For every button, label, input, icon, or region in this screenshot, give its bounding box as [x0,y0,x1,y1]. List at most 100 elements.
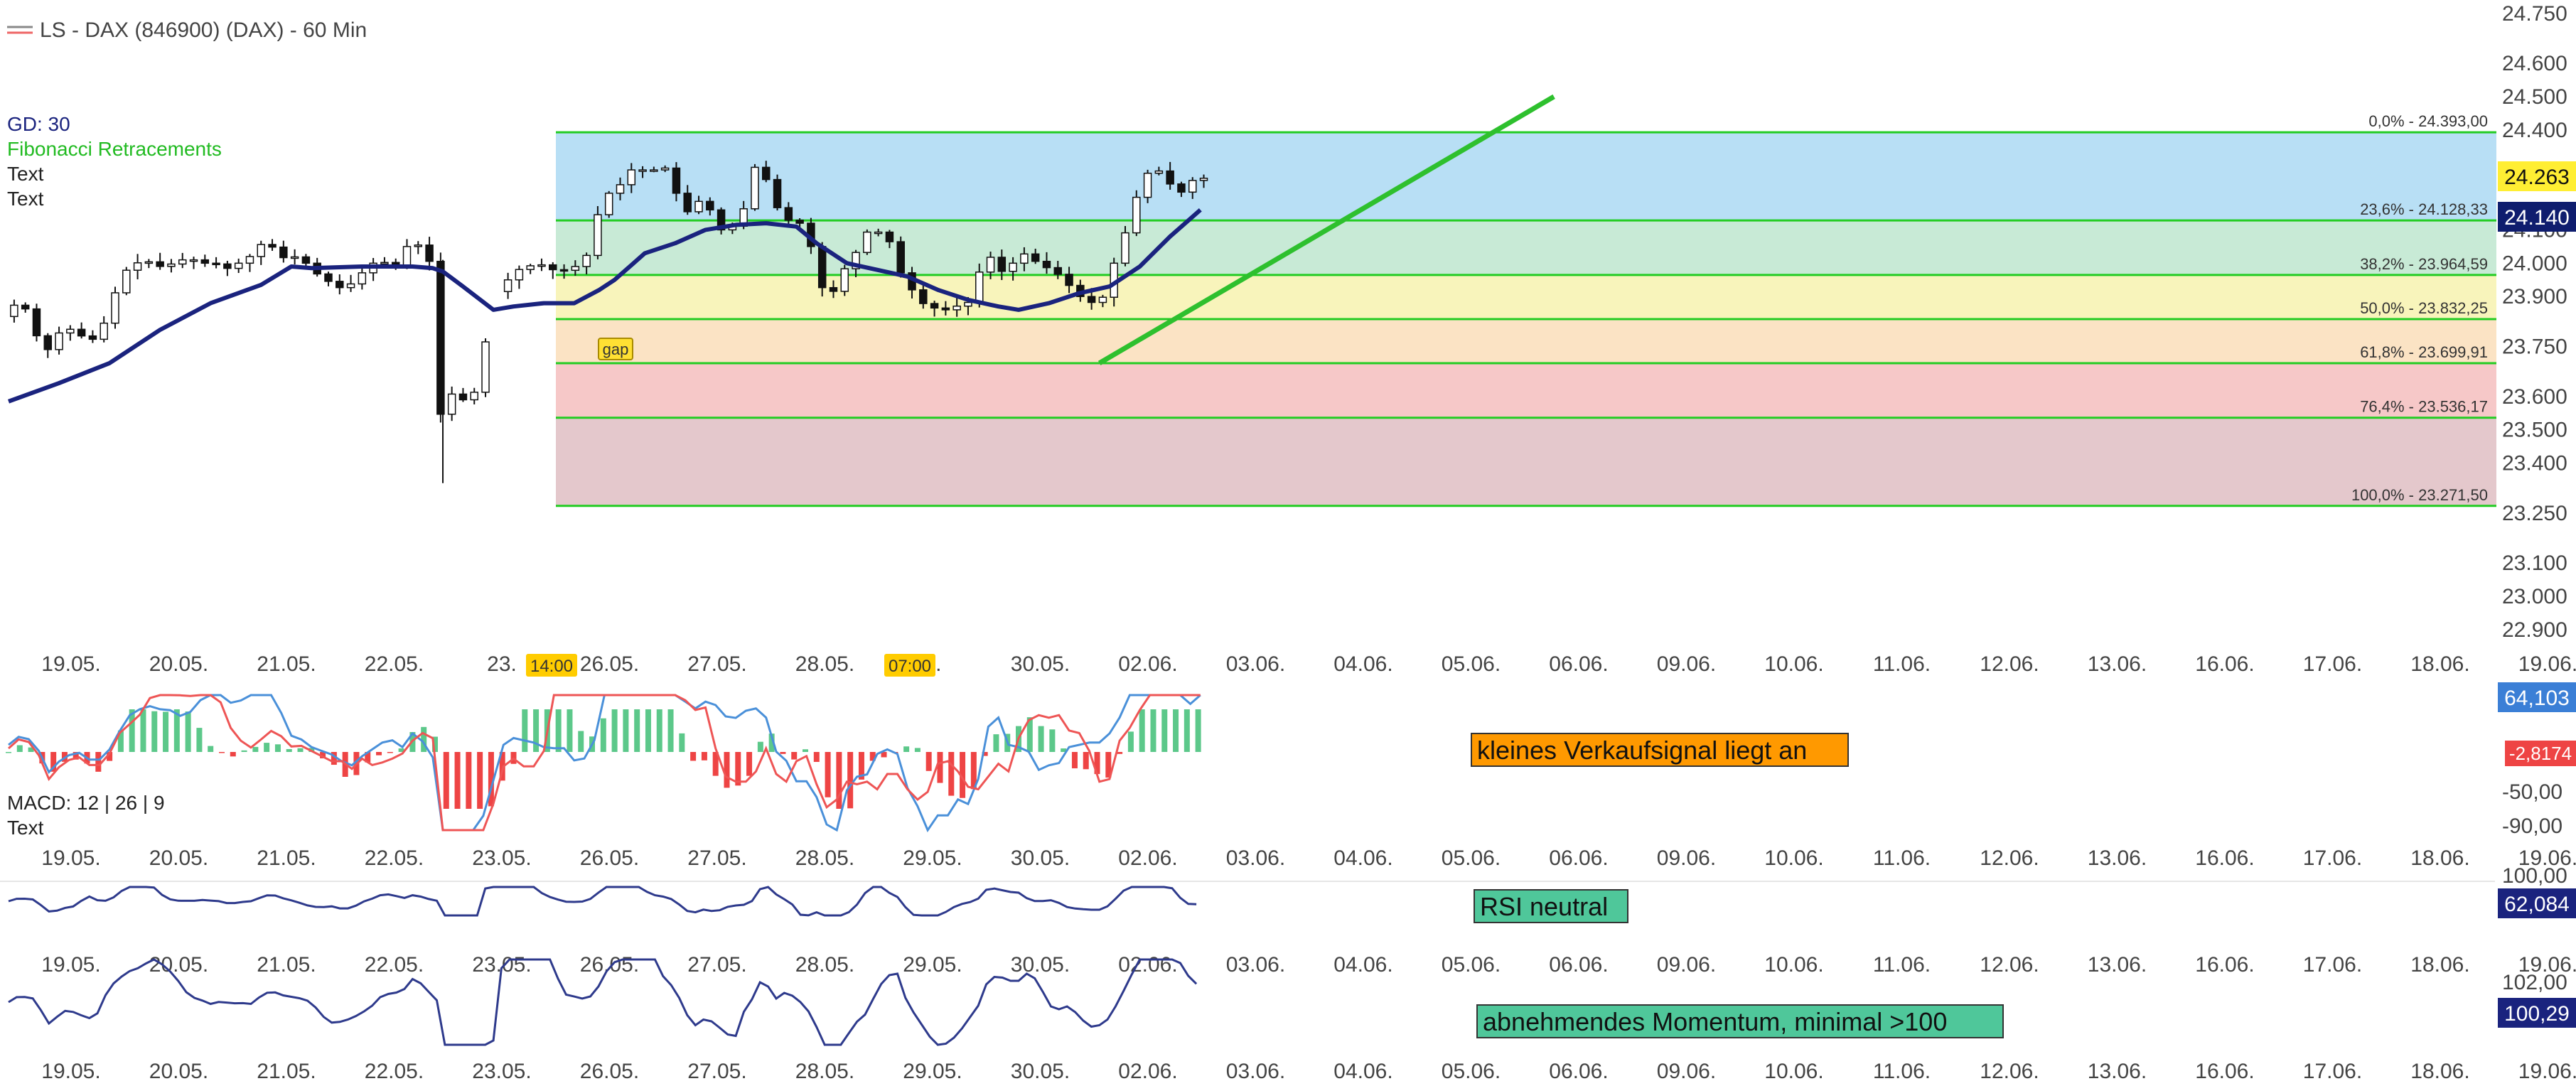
candle-body [336,281,344,289]
svg-text:-2,8174: -2,8174 [2509,743,2572,764]
x-tick-label: 19.05. [41,1060,100,1083]
x-tick-label: 16.06. [2195,953,2254,977]
x-tick-label: 19.06. [2518,652,2576,676]
x-tick-label: 27.05. [687,846,746,870]
candle-body [257,244,265,257]
macd-bar [791,752,798,760]
x-tick-label: 21.05. [257,1060,316,1083]
x-tick-label: 10.06. [1764,953,1823,977]
momentum-value-label: 100,29 [2498,998,2576,1028]
macd-bar [656,709,662,752]
candle-body [1121,232,1129,264]
candle-body [537,264,546,267]
candle-body [32,308,41,337]
candle-body [324,273,333,282]
fib-zone [556,132,2496,221]
candle-body [200,259,210,264]
candle-body [975,272,984,303]
macd-bar [28,747,34,752]
candle-body [694,200,703,213]
candle-body [1053,267,1063,275]
macd-bar [937,752,943,783]
macd-bar [196,728,203,752]
macd-bar [757,741,763,752]
macd-bar [724,752,730,788]
y-tick-label: 23.900 [2502,285,2567,308]
x-tick-label: 05.06. [1442,846,1501,870]
candle-body [997,257,1007,272]
candle-body [503,279,512,292]
macd-bar [611,709,618,752]
candle-body [604,193,613,215]
candle-body [941,307,950,311]
fibonacci-lines: 0,0% - 24.393,00 23,6% - 24.128,33 38,2% -… [556,112,2496,507]
x-tick-label: 11.06. [1873,652,1931,676]
macd-bar [1105,752,1112,778]
momentum-annotation: abnehmendes Momentum, minimal >100 [1476,1004,2004,1038]
candle-body [650,169,658,172]
gap-annotation: gap [598,338,633,360]
legend-fibonacci: Fibonacci Retracements [7,138,222,160]
candle-body [425,244,434,262]
x-tick-label: 19.06. [2518,846,2576,870]
macd-x-axis: 19.05. 20.05. 21.05. 22.05. 23.05. 26.05. 27.0… [41,846,2576,870]
macd-value-label-2: -2,8174 [2505,741,2576,766]
macd-bar [398,748,404,752]
candle-body [268,244,277,248]
macd-bar [701,752,707,760]
x-tick-label: 26.05. [580,953,639,977]
macd-bar [746,752,753,776]
candle-body [111,292,119,324]
macd-ytick-1: -50,00 [2502,780,2562,804]
fib-level-label: 50,0% - 23.832,25 [2360,299,2488,317]
y-tick-label: 23.500 [2502,419,2567,442]
x-tick-label: 12.06. [1980,953,2039,977]
candle-body [526,265,535,270]
svg-text:64,103: 64,103 [2504,687,2570,710]
macd-bar [555,709,562,752]
y-tick-label: 23.600 [2502,385,2567,409]
momentum-line [8,958,1198,1046]
macd-bar [218,752,225,753]
candle-body [1098,296,1107,303]
macd-bar [847,752,854,809]
candle-body [1009,262,1017,272]
candle-body [223,263,232,269]
macd-value-label-1: 64,103 [2498,682,2576,712]
macd-bar [140,709,146,752]
x-tick-label: 30.05. [1011,1060,1070,1083]
macd-signal-line [8,694,1201,832]
x-tick-label: 16.06. [2195,652,2254,676]
candle-body [751,166,759,210]
x-tick-label: 10.06. [1764,652,1823,676]
candle-body [571,266,580,272]
svg-text:24.140: 24.140 [2504,206,2570,230]
candle-body [582,254,591,267]
x-tick-label: 20.05. [149,953,208,977]
candle-body [279,246,288,259]
candle-body [717,209,726,231]
x-tick-label: 30.05. [1011,652,1070,676]
candle-body [481,341,490,393]
svg-text:kleines Verkaufsignal liegt an: kleines Verkaufsignal liegt an [1477,736,1807,765]
x-tick-label: 03.06. [1226,652,1285,676]
candle-body [706,200,714,211]
macd-bar [623,709,629,752]
x-tick-label: 18.06. [2410,953,2469,977]
macd-bar [679,733,685,752]
x-tick-label: 28.05. [795,846,854,870]
x-tick-label: 06.06. [1549,1060,1608,1083]
candle-body [1042,260,1051,269]
legend-text-2: Text [7,188,44,210]
macd-bar [768,733,775,752]
x-tick-label: 23.05. [472,1060,531,1083]
macd-bar [634,709,640,752]
macd-bar [264,743,270,752]
chart-title: LS - DAX (846900) (DAX) - 60 Min [40,18,367,42]
macd-bar [274,744,281,752]
candle-body [549,264,557,271]
candle-body [829,286,838,292]
macd-bar [645,709,651,752]
macd-bar [1094,752,1100,775]
